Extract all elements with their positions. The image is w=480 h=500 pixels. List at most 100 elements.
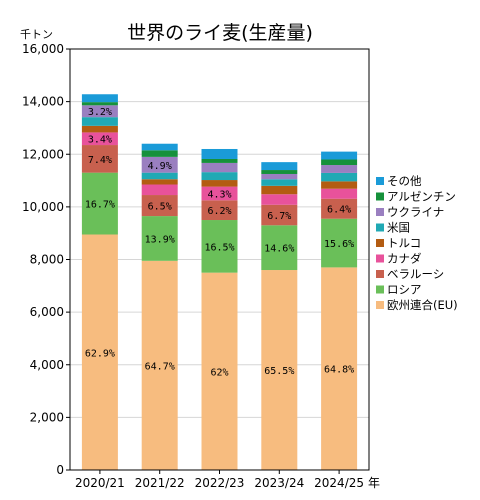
bar-segment bbox=[141, 172, 178, 180]
data-label: 6.7% bbox=[267, 211, 291, 222]
bar-segment bbox=[261, 173, 298, 180]
y-tick-label: 2,000 bbox=[30, 410, 64, 424]
legend-label: ウクライナ bbox=[387, 205, 444, 219]
bar-segment bbox=[201, 162, 238, 173]
bar-segment bbox=[141, 150, 178, 157]
data-label: 16.5% bbox=[204, 242, 234, 253]
legend-label: ベラルーシ bbox=[387, 267, 444, 281]
bar-segment bbox=[261, 185, 298, 195]
x-tick-label: 2024/25 bbox=[314, 476, 364, 490]
legend-label: トルコ bbox=[387, 236, 421, 250]
bars bbox=[81, 94, 358, 470]
bar-segment bbox=[261, 225, 298, 271]
bar-segment bbox=[201, 220, 238, 273]
bar-segment bbox=[321, 188, 358, 199]
y-tick-label: 16,000 bbox=[22, 42, 64, 56]
y-tick-label: 8,000 bbox=[30, 253, 64, 267]
bar-segment bbox=[81, 117, 118, 126]
legend-swatch bbox=[376, 192, 384, 201]
data-label: 14.6% bbox=[264, 244, 294, 255]
bar-segment bbox=[201, 172, 238, 181]
legend-swatch bbox=[376, 301, 384, 309]
y-tick-label: 12,000 bbox=[22, 147, 64, 161]
bar-segment bbox=[141, 260, 178, 470]
legend-swatch bbox=[376, 239, 384, 247]
bar-segment bbox=[81, 132, 118, 146]
bar-segment bbox=[81, 105, 118, 118]
bar-segment bbox=[141, 179, 178, 185]
legend-label: 米国 bbox=[387, 221, 410, 235]
bar-segment bbox=[81, 94, 118, 103]
bar-segment bbox=[261, 270, 298, 470]
bar-segment bbox=[321, 165, 358, 173]
bar-segment bbox=[81, 234, 118, 470]
data-label: 65.5% bbox=[264, 366, 294, 377]
data-label: 7.4% bbox=[88, 155, 112, 166]
bar-segment bbox=[141, 143, 178, 151]
bar-segment bbox=[81, 102, 118, 106]
legend-label: 欧州連合(EU) bbox=[387, 298, 458, 312]
legend-swatch bbox=[376, 285, 384, 294]
bar-segment bbox=[201, 272, 238, 470]
y-tick-label: 4,000 bbox=[30, 358, 64, 372]
bar-segment bbox=[261, 162, 298, 171]
bar-segment bbox=[201, 200, 238, 221]
x-tick-label: 2020/21 bbox=[75, 476, 125, 490]
data-label: 4.9% bbox=[148, 161, 172, 172]
bar-segment bbox=[201, 186, 238, 201]
data-label: 64.8% bbox=[324, 365, 354, 376]
data-label: 15.6% bbox=[324, 239, 354, 250]
legend-swatch bbox=[376, 254, 384, 263]
data-labels: 62.9% 16.7% 7.4% 3.4% 3.2% 64.7% 13.9% 6.5% 4.9%… bbox=[85, 107, 354, 378]
bar-segment bbox=[141, 195, 178, 217]
data-label: 16.7% bbox=[85, 200, 115, 211]
axes: 0 2,000 4,000 6,000 8,000 10,000 12,000 14,000 1… bbox=[22, 42, 370, 490]
data-label: 64.7% bbox=[145, 361, 175, 372]
data-label: 6.4% bbox=[327, 205, 351, 216]
bar-segment bbox=[261, 170, 298, 174]
data-label: 6.5% bbox=[148, 202, 172, 213]
bar-segment bbox=[321, 218, 358, 268]
data-label: 4.3% bbox=[207, 189, 231, 200]
bar-segment bbox=[141, 184, 178, 196]
bar-segment bbox=[261, 204, 298, 226]
bar-segment bbox=[321, 198, 358, 219]
bar-segment bbox=[321, 159, 358, 166]
bar-segment bbox=[81, 125, 118, 133]
legend-label: その他 bbox=[387, 174, 422, 188]
bar-segment bbox=[141, 216, 178, 261]
y-tick-label: 0 bbox=[56, 463, 64, 477]
y-tick-label: 6,000 bbox=[30, 305, 64, 319]
data-label: 62% bbox=[210, 367, 228, 378]
bar-segment bbox=[261, 179, 298, 186]
bar-segment bbox=[81, 145, 118, 173]
y-tick-label: 10,000 bbox=[22, 200, 64, 214]
data-label: 62.9% bbox=[85, 348, 115, 359]
bar-segment bbox=[141, 156, 178, 173]
x-tick-label: 2023/24 bbox=[254, 476, 304, 490]
bar-segment bbox=[321, 181, 358, 189]
x-unit-label: 年 bbox=[368, 476, 380, 490]
data-label: 3.4% bbox=[88, 135, 112, 146]
y-unit-label: 千トン bbox=[20, 28, 53, 41]
data-label: 6.2% bbox=[207, 206, 231, 217]
bar-segment bbox=[321, 151, 358, 160]
bar-segment bbox=[321, 172, 358, 182]
data-label: 13.9% bbox=[145, 234, 175, 245]
y-tick-label: 14,000 bbox=[22, 95, 64, 109]
chart-title: 世界のライ麦(生産量) bbox=[127, 22, 313, 44]
x-tick-label: 2021/22 bbox=[135, 476, 185, 490]
x-tick-label: 2022/23 bbox=[195, 476, 245, 490]
legend-swatch bbox=[376, 223, 384, 232]
data-label: 3.2% bbox=[88, 107, 112, 118]
legend-swatch bbox=[376, 270, 384, 278]
legend-label: ロシア bbox=[387, 283, 422, 297]
legend-swatch bbox=[376, 177, 384, 185]
bar-segment bbox=[201, 180, 238, 187]
legend-label: カナダ bbox=[387, 252, 422, 266]
legend-label: アルゼンチン bbox=[387, 190, 456, 204]
bar-segment bbox=[201, 158, 238, 163]
bar-segment bbox=[201, 148, 238, 159]
